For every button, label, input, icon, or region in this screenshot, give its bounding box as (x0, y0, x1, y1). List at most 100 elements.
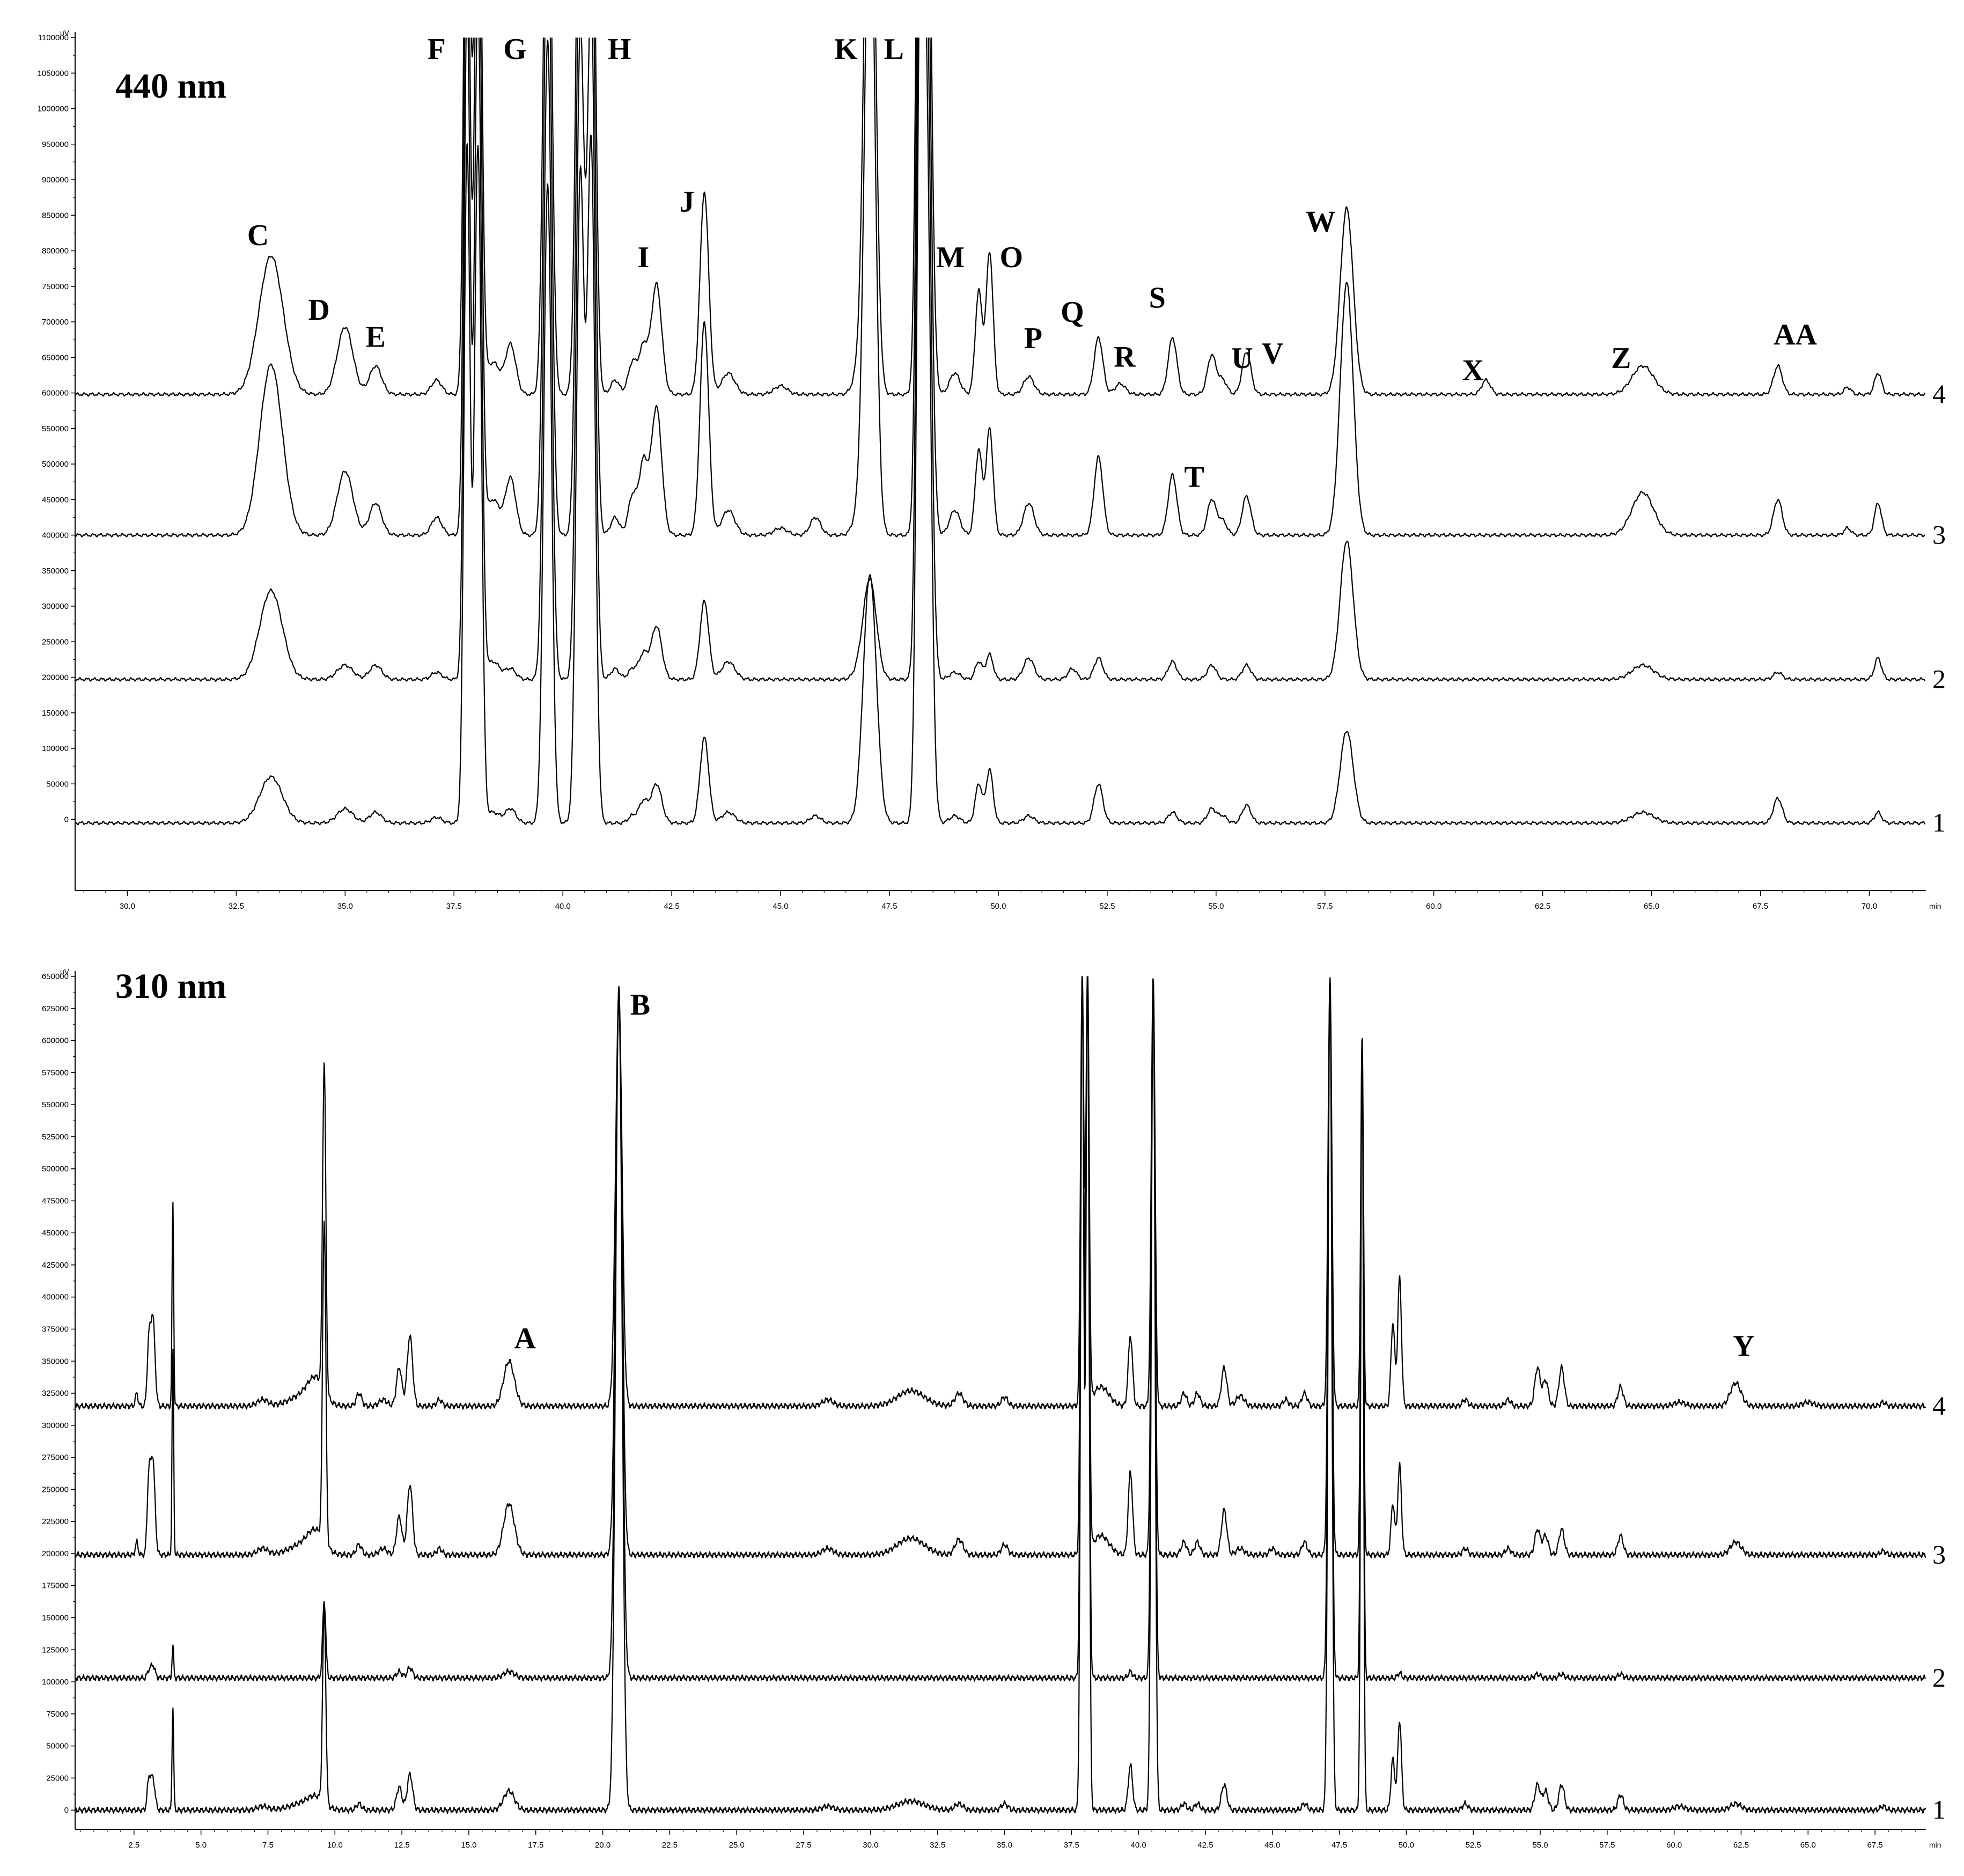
peak-label: U (1231, 342, 1253, 375)
peak-label: X (1462, 354, 1484, 387)
peak-label: M (936, 241, 965, 274)
trace-line-3 (75, 976, 1926, 1559)
x-tick-label: 35.0 (337, 902, 353, 911)
peak-label: V (1262, 337, 1283, 370)
y-tick-label: 950000 (42, 140, 69, 149)
x-tick-label: 42.5 (664, 902, 680, 911)
trace-line-1 (75, 38, 1926, 826)
y-tick-label: 600000 (42, 389, 69, 398)
y-tick-label: 125000 (42, 1645, 69, 1654)
peak-label: Y (1733, 1330, 1754, 1363)
x-tick-label: 2.5 (128, 1841, 139, 1850)
y-tick-label: 50000 (46, 1742, 69, 1751)
y-tick-label: 300000 (42, 1421, 69, 1430)
peak-label: C (247, 219, 269, 252)
trace-number-label: 2 (1932, 664, 1946, 694)
x-tick-label: 70.0 (1862, 902, 1877, 911)
peak-label: Z (1611, 342, 1631, 375)
panel-310nm: 0 25000 50000 75000 100000 125000 150000 175000… (42, 967, 1946, 1850)
x-tick-label: 62.5 (1535, 902, 1550, 911)
y-tick-label: 250000 (42, 1485, 69, 1494)
peak-label: B (630, 989, 650, 1022)
peak-label: I (637, 241, 649, 274)
y-tick-label: 800000 (42, 247, 69, 256)
x-tick-label: 27.5 (796, 1841, 811, 1850)
y-tick-label: 50000 (46, 779, 69, 789)
x-tick-label: 42.5 (1197, 1841, 1213, 1850)
y-tick-label: 500000 (42, 1165, 69, 1174)
y-tick-label: 525000 (42, 1132, 69, 1142)
x-tick-label: 32.5 (229, 902, 244, 911)
y-tick-label: 325000 (42, 1389, 69, 1398)
x-tick-label: 40.0 (1131, 1841, 1146, 1850)
x-tick-label: 45.0 (773, 902, 788, 911)
peak-label: Q (1061, 296, 1084, 329)
y-tick-label: 850000 (42, 211, 69, 220)
trace-line-3 (75, 38, 1925, 538)
trace-number-label: 3 (1932, 520, 1946, 550)
x-tick-label: 37.5 (1064, 1841, 1079, 1850)
y-tick-label: 150000 (42, 1613, 69, 1622)
y-tick-label: 1000000 (38, 105, 69, 114)
y-tick-label: 750000 (42, 282, 69, 291)
y-tick-label: 0 (64, 815, 69, 825)
trace-number-label: 1 (1932, 807, 1946, 837)
x-tick-label: 60.0 (1666, 1841, 1682, 1850)
y-tick-label: 550000 (42, 424, 69, 433)
y-tick-label: 150000 (42, 709, 69, 718)
x-tick-label: 62.5 (1733, 1841, 1749, 1850)
x-tick-label: 32.5 (930, 1841, 945, 1850)
y-tick-label: 600000 (42, 1036, 69, 1046)
y-tick-label: 550000 (42, 1100, 69, 1109)
y-tick-label: 650000 (42, 972, 69, 981)
peak-label: T (1185, 460, 1204, 494)
trace-line-2 (75, 980, 1926, 1682)
x-tick-label: 65.0 (1800, 1841, 1816, 1850)
y-unit-label: uV (60, 28, 70, 37)
peak-label: G (503, 33, 527, 66)
peak-label: O (1000, 241, 1024, 274)
peak-label: D (308, 293, 329, 327)
y-tick-label: 100000 (42, 744, 69, 753)
x-tick-label: 57.5 (1599, 1841, 1615, 1850)
x-unit-label: min (1929, 902, 1941, 910)
peak-label: P (1024, 322, 1042, 355)
peak-label: K (834, 33, 858, 66)
y-tick-label: 700000 (42, 318, 69, 327)
y-tick-label: 0 (64, 1806, 69, 1815)
x-tick-label: 30.0 (120, 902, 135, 911)
trace-line-2 (75, 38, 1926, 682)
y-tick-label: 200000 (42, 1549, 69, 1558)
y-tick-label: 375000 (42, 1325, 69, 1334)
x-tick-label: 22.5 (662, 1841, 678, 1850)
trace-number-label: 1 (1932, 1794, 1946, 1824)
x-tick-label: 50.0 (990, 902, 1006, 911)
peak-label: H (608, 33, 631, 66)
y-tick-label: 275000 (42, 1453, 69, 1462)
x-tick-label: 15.0 (461, 1841, 476, 1850)
peak-label: E (365, 320, 385, 354)
x-tick-label: 37.5 (446, 902, 462, 911)
panel-440nm: 0500001000001500002000002500003000003500… (38, 28, 1946, 911)
y-tick-label: 500000 (42, 460, 69, 469)
y-tick-label: 350000 (42, 1357, 69, 1366)
trace-line-4 (75, 976, 1926, 1410)
trace-line-4 (75, 38, 1926, 397)
peak-label: R (1114, 340, 1136, 373)
x-tick-label: 47.5 (1332, 1841, 1347, 1850)
y-tick-label: 400000 (42, 1293, 69, 1302)
peak-label: J (680, 186, 695, 219)
x-tick-label: 12.5 (394, 1841, 410, 1850)
x-tick-label: 52.5 (1466, 1841, 1481, 1850)
peak-label: A (514, 1322, 536, 1355)
x-tick-label: 67.5 (1753, 902, 1768, 911)
peak-label: F (428, 33, 446, 66)
y-tick-label: 900000 (42, 175, 69, 185)
y-tick-label: 575000 (42, 1068, 69, 1077)
x-tick-label: 47.5 (881, 902, 897, 911)
peak-label: W (1306, 205, 1336, 239)
x-tick-label: 35.0 (997, 1841, 1012, 1850)
x-tick-label: 60.0 (1426, 902, 1441, 911)
y-tick-label: 350000 (42, 567, 69, 576)
